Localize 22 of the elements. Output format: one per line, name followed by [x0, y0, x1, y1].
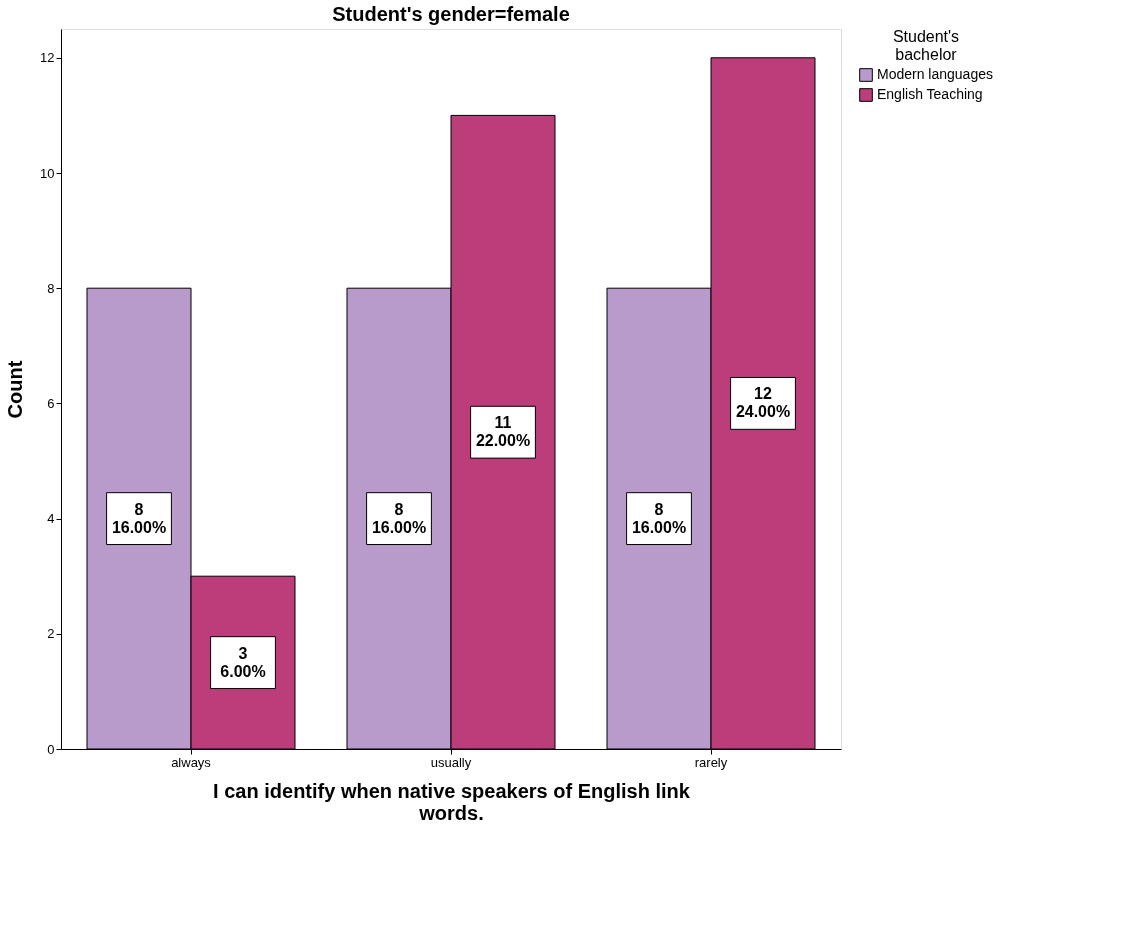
- x-axis-title: I can identify when native speakers of English link words.: [213, 779, 691, 824]
- y-tick-label: 6: [47, 395, 55, 411]
- y-axis-title: Count: [4, 360, 27, 419]
- data-label: 8 16.00%: [371, 500, 427, 536]
- x-tick-label: always: [171, 754, 212, 770]
- y-tick-label: 2: [47, 626, 55, 642]
- x-tick-label: usually: [430, 754, 472, 770]
- y-tick-label: 0: [47, 741, 55, 757]
- y-tick-label: 12: [40, 50, 55, 66]
- data-label: 11 22.00%: [475, 414, 531, 450]
- y-tick-label: 4: [47, 511, 55, 527]
- legend-label: English Teaching: [877, 86, 983, 102]
- legend-title: Student's bachelor: [892, 28, 960, 63]
- data-label: 8 16.00%: [631, 500, 687, 536]
- y-tick-label: 8: [47, 280, 55, 296]
- x-tick-label: rarely: [694, 754, 728, 770]
- y-tick-label: 10: [40, 165, 55, 181]
- chart-title: Student's gender=female: [332, 3, 570, 25]
- legend-label: Modern languages: [877, 66, 993, 82]
- data-label: 12 24.00%: [735, 385, 791, 421]
- data-label: 8 16.00%: [111, 500, 167, 536]
- data-label: 3 6.00%: [220, 644, 266, 680]
